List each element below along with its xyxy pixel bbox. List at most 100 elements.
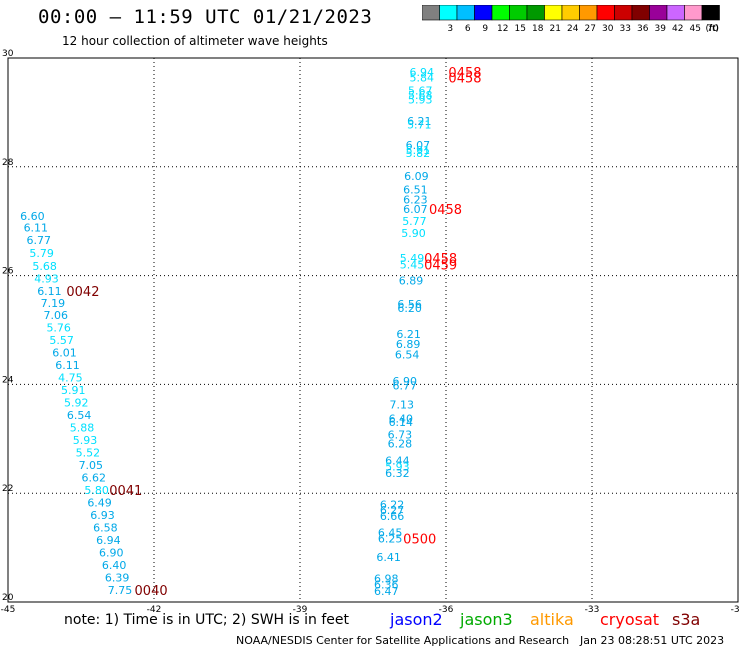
wave-height-label: 5.49 [400, 252, 425, 265]
wave-height-label: 6.94 [410, 66, 435, 79]
wave-height-label: 6.40 [389, 413, 414, 426]
wave-height-label: 6.47 [374, 585, 399, 598]
wave-height-label: 6.89 [399, 274, 424, 287]
wave-height-label: 5.90 [401, 227, 426, 240]
colorbar-swatch [701, 5, 720, 21]
colorbar-unit-label: (ft) [706, 24, 720, 34]
colorbar-tick-label: 39 [655, 24, 667, 34]
wave-height-label: 6.32 [385, 467, 410, 480]
color-legend: 3 6 9 12 15 18 21 24 27 30 33 36 39 42 45 70(ft) [422, 5, 720, 34]
pass-time-label: 0500 [403, 532, 436, 547]
colorbar-tick-label: 42 [672, 24, 683, 34]
colorbar-tick-label: 6 [465, 24, 471, 34]
y-tick-label: 28 [2, 158, 14, 168]
colorbar-tick-label: 30 [602, 24, 614, 34]
y-tick-label: 30 [2, 49, 14, 59]
wave-height-label: 6.36 [374, 579, 399, 592]
wave-height-label: 6.77 [26, 234, 50, 247]
satellite-altika: altika [530, 610, 574, 629]
colorbar-tick-label: 36 [637, 24, 649, 34]
wave-height-label: 6.89 [396, 338, 421, 351]
wave-height-label: 6.20 [397, 302, 422, 315]
wave-height-label: 5.92 [64, 396, 89, 409]
colorbar-tick-label: 45 [690, 24, 701, 34]
colorbar-tick-label: 15 [515, 24, 526, 34]
wave-height-label: 5.79 [29, 247, 54, 260]
wave-height-label: 6.93 [90, 509, 115, 522]
x-tick-label: -36 [439, 605, 454, 615]
wave-height-label: 6.90 [99, 546, 124, 559]
wave-height-label: 5.67 [408, 85, 433, 98]
pass-time-label: 0041 [109, 484, 142, 499]
wave-height-label: 6.01 [52, 346, 77, 359]
wave-height-label: 5.93 [408, 93, 433, 106]
x-tick-label: -42 [147, 605, 162, 615]
satellite-jason3: jason3 [460, 610, 513, 629]
wave-height-label: 5.80 [84, 484, 109, 497]
wave-height-label: 5.68 [408, 89, 433, 102]
x-tick-label: -39 [293, 605, 308, 615]
units-note: note: 1) Time is in UTC; 2) SWH is in fe… [64, 612, 350, 628]
wave-height-label: 5.71 [407, 118, 432, 131]
wave-height-label: 7.19 [41, 297, 66, 310]
wave-height-label: 6.73 [388, 428, 413, 441]
wave-height-label: 6.49 [87, 496, 112, 509]
y-tick-label: 22 [2, 484, 13, 494]
wave-height-label: 5.82 [406, 147, 431, 160]
pass-time-label: 0458 [448, 66, 481, 81]
page-title: 00:00 – 11:59 UTC 01/21/2023 [38, 6, 373, 28]
satellite-jason2: jason2 [390, 610, 443, 629]
wave-height-label: 6.62 [81, 471, 106, 484]
pass-time-label: 0458 [424, 252, 457, 267]
wave-height-label: 5.88 [70, 421, 95, 434]
colorbar-tick-label: 9 [482, 24, 488, 34]
y-tick-label: 24 [2, 375, 14, 385]
wave-height-label: 6.11 [55, 359, 80, 372]
colorbar-tick-label: 33 [620, 24, 631, 34]
wave-height-label: 4.75 [58, 371, 82, 384]
wave-height-label: 5.93 [385, 461, 410, 474]
x-tick-label: -45 [1, 605, 16, 615]
wave-height-label: 6.94 [96, 534, 121, 547]
wave-height-label: 6.54 [395, 348, 420, 361]
pass-time-label: 0040 [135, 584, 168, 599]
wave-height-label: 6.60 [20, 210, 44, 223]
wave-height-label: 6.21 [407, 115, 432, 128]
wave-height-label: 5.57 [49, 334, 74, 347]
satellite-s3a: s3a [672, 610, 701, 629]
wave-height-label: 5.84 [410, 72, 435, 85]
generated-timestamp: Jan 23 08:28:51 UTC 2023 [580, 634, 725, 647]
wave-height-label: 7.75 [108, 584, 132, 597]
wave-height-label: 6.51 [403, 184, 428, 197]
wave-height-label: 6.28 [388, 438, 413, 451]
colorbar-tick-label: 12 [497, 24, 508, 34]
wave-height-label: 6.44 [385, 455, 410, 468]
wave-height-label: 6.25 [378, 532, 403, 545]
wave-height-label: 7.05 [79, 459, 104, 472]
wave-height-map: -45-42-39-36-33-302022242628306.606.116.… [1, 49, 740, 615]
wave-height-label: 5.45 [400, 259, 425, 272]
pass-time-label: 0458 [448, 72, 481, 87]
wave-height-label: 6.07 [406, 139, 431, 152]
wave-height-label: 7.13 [390, 399, 415, 412]
colorbar-tick-label: 27 [585, 24, 596, 34]
pass-time-label: 0042 [66, 285, 99, 300]
wave-height-label: 6.56 [397, 298, 422, 311]
wave-height-label: 6.09 [404, 170, 429, 183]
wave-height-label: 5.91 [61, 384, 85, 397]
colorbar-tick-label: 24 [567, 24, 579, 34]
wave-height-label: 6.11 [37, 285, 62, 298]
wave-height-label: 6.27 [380, 504, 405, 517]
wave-height-label: 5.68 [32, 260, 57, 273]
wave-height-label: 6.98 [374, 573, 399, 586]
wave-height-label: 6.45 [378, 526, 403, 539]
wave-height-label: 6.58 [93, 521, 118, 534]
colorbar-tick-label: 3 [447, 24, 453, 34]
wave-height-label: 6.22 [380, 499, 405, 512]
pass-time-label: 0459 [424, 259, 457, 274]
wave-height-label: 6.23 [403, 193, 428, 206]
y-tick-label: 26 [2, 267, 14, 277]
wave-height-label: 5.93 [73, 434, 98, 447]
credit-text: NOAA/NESDIS Center for Satellite Applica… [236, 634, 570, 647]
pass-time-label: 0458 [429, 203, 462, 218]
